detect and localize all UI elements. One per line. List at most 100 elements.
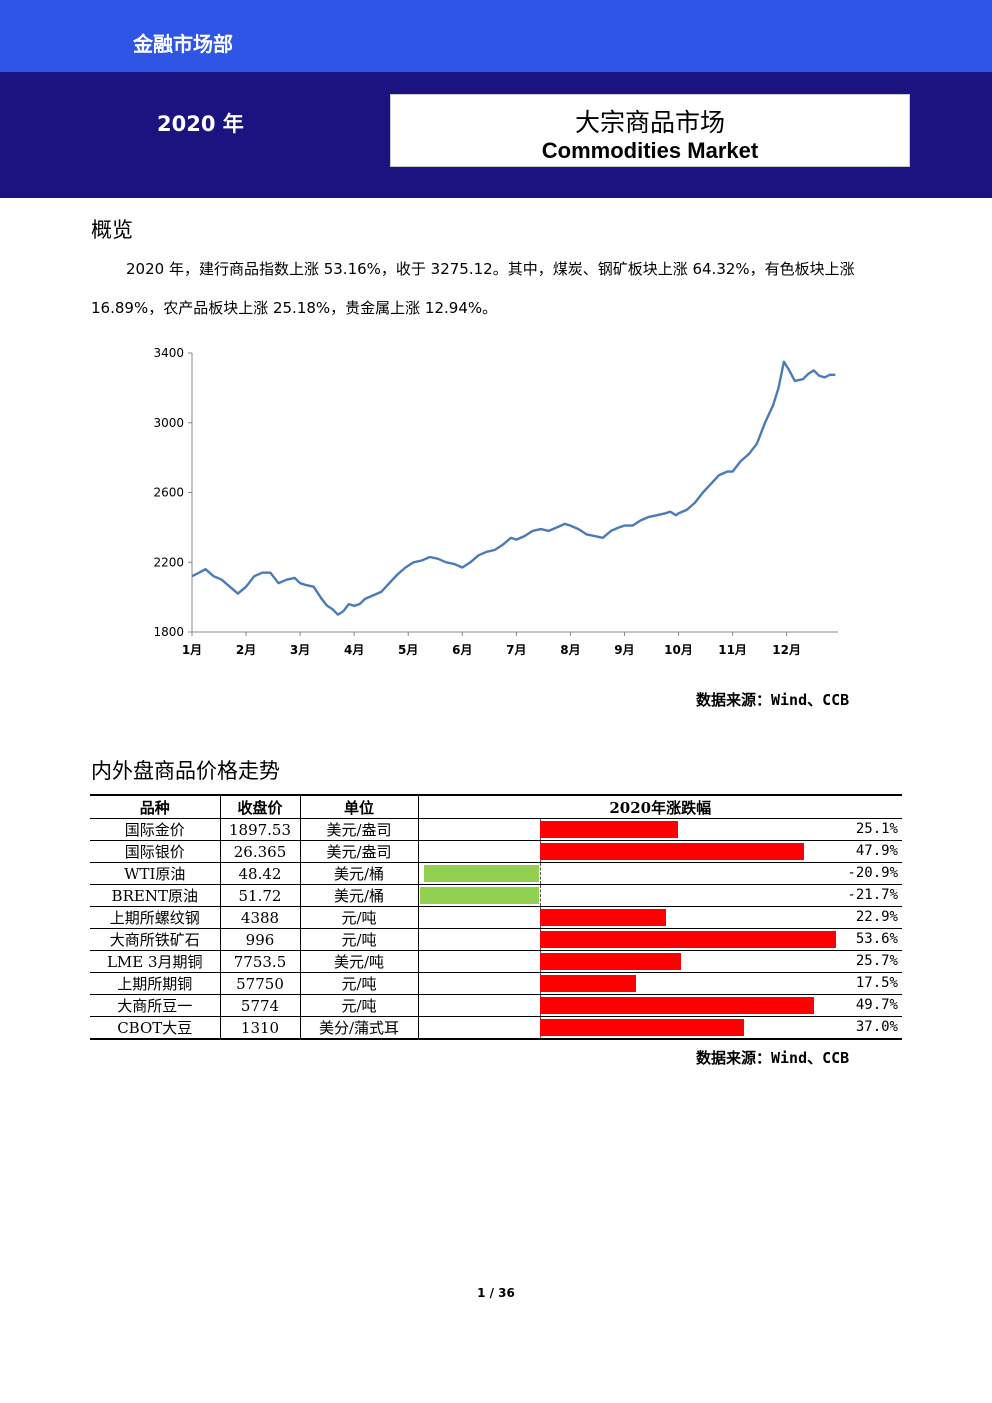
page-number: 1 / 36 [477,1286,515,1300]
change-bar [539,953,682,970]
x-tick-label: 6月 [452,643,472,657]
header-unit: 单位 [300,794,419,819]
cell-change: -21.7% [418,884,902,907]
report-title-en: Commodities Market [541,138,759,163]
change-bar [539,909,666,926]
cell-variety: LME 3月期铜 [90,950,221,973]
table-header-row: 品种 收盘价 单位 2020年涨跌幅 [90,794,902,819]
cell-close: 4388 [220,906,301,929]
change-label: 17.5% [855,975,898,991]
table-heading: 内外盘商品价格走势 [91,759,280,783]
overview-heading: 概览 [91,218,133,242]
cell-unit: 美元/吨 [300,950,419,973]
x-tick-label: 2月 [236,643,256,657]
table-row: 国际银价 26.365 美元/盎司 47.9% [90,840,902,863]
report-title-cn: 大宗商品市场 [574,108,725,137]
cell-change: 49.7% [418,994,902,1017]
cell-unit: 美元/桶 [300,884,419,907]
zero-line [539,863,541,884]
cell-variety: 大商所铁矿石 [90,928,221,951]
table-row: 上期所螺纹钢 4388 元/吨 22.9% [90,906,902,929]
overview-paragraph: 2020 年，建行商品指数上涨 53.16%，收于 3275.12。其中，煤炭、… [91,260,855,317]
cell-close: 51.72 [220,884,301,907]
cell-variety: 国际银价 [90,840,221,863]
cell-variety: WTI原油 [90,862,221,885]
cell-change: 17.5% [418,972,902,995]
change-bar [539,821,679,838]
y-tick-label: 3400 [153,346,184,360]
y-tick-label: 2200 [153,555,184,569]
table-row: WTI原油 48.42 美元/桶 -20.9% [90,862,902,885]
change-bar [539,997,814,1014]
cell-close: 57750 [220,972,301,995]
x-tick-label: 5月 [398,643,418,657]
table-source-note: 数据来源：Wind、CCB [696,1049,850,1067]
y-tick-label: 2600 [153,486,184,500]
table-row: 上期所期铜 57750 元/吨 17.5% [90,972,902,995]
change-label: 22.9% [855,909,898,925]
cell-unit: 美元/桶 [300,862,419,885]
cell-unit: 美元/盎司 [300,818,419,841]
change-bar [424,865,540,882]
cell-variety: 国际金价 [90,818,221,841]
x-tick-label: 8月 [560,643,580,657]
cell-unit: 元/吨 [300,994,419,1017]
table-row: CBOT大豆 1310 美分/蒲式耳 37.0% [90,1016,902,1040]
header-band [0,0,992,72]
x-tick-label: 10月 [664,643,693,657]
cell-variety: BRENT原油 [90,884,221,907]
cell-change: 25.1% [418,818,902,841]
cell-change: 53.6% [418,928,902,951]
change-label: 49.7% [855,997,898,1013]
cell-close: 5774 [220,994,301,1017]
cell-close: 1310 [220,1016,301,1040]
table-row: 大商所铁矿石 996 元/吨 53.6% [90,928,902,951]
cell-close: 26.365 [220,840,301,863]
change-bar [419,887,540,904]
ccb-commodity-index-chart: 1800 2200 2600 3000 3400 1月 2月 3月 4月 5月 6月 7月 8月 9月 10… [153,346,838,657]
change-bar [539,931,836,948]
cell-variety: 大商所豆一 [90,994,221,1017]
cell-change: -20.9% [418,862,902,885]
cell-change: 22.9% [418,906,902,929]
cell-close: 996 [220,928,301,951]
table-row: 国际金价 1897.53 美元/盎司 25.1% [90,818,902,841]
header-change: 2020年涨跌幅 [418,794,902,819]
x-tick-label: 1月 [182,643,202,657]
x-tick-label: 4月 [344,643,364,657]
change-label: 25.1% [855,821,898,837]
cell-unit: 元/吨 [300,972,419,995]
cell-variety: 上期所期铜 [90,972,221,995]
y-tick-label: 3000 [153,416,184,430]
header-variety: 品种 [90,794,221,819]
cell-unit: 美分/蒲式耳 [300,1016,419,1040]
change-label: 25.7% [855,953,898,969]
cell-change: 47.9% [418,840,902,863]
cell-unit: 元/吨 [300,928,419,951]
x-tick-label: 12月 [772,643,801,657]
table-row: LME 3月期铜 7753.5 美元/吨 25.7% [90,950,902,973]
x-tick-label: 11月 [718,643,747,657]
cell-variety: CBOT大豆 [90,1016,221,1040]
cell-close: 48.42 [220,862,301,885]
table-row: 大商所豆一 5774 元/吨 49.7% [90,994,902,1017]
index-line [191,360,836,616]
x-tick-label: 7月 [506,643,526,657]
change-bar [539,1019,744,1036]
zero-line [539,885,541,906]
x-tick-label: 3月 [290,643,310,657]
header-close: 收盘价 [220,794,301,819]
y-tick-label: 1800 [153,625,184,639]
commodity-price-table: 品种 收盘价 单位 2020年涨跌幅 国际金价 1897.53 美元/盎司 25.1%… [90,794,902,1040]
cell-change: 25.7% [418,950,902,973]
x-tick-label: 9月 [614,643,634,657]
cell-variety: 上期所螺纹钢 [90,906,221,929]
report-title-box: 大宗商品市场 Commodities Market [390,94,910,167]
change-label: 53.6% [855,931,898,947]
cell-change: 37.0% [418,1016,902,1040]
table-row: BRENT原油 51.72 美元/桶 -21.7% [90,884,902,907]
cell-close: 7753.5 [220,950,301,973]
cell-unit: 元/吨 [300,906,419,929]
change-label: -21.7% [847,887,898,903]
department-name: 金融市场部 [133,32,233,56]
